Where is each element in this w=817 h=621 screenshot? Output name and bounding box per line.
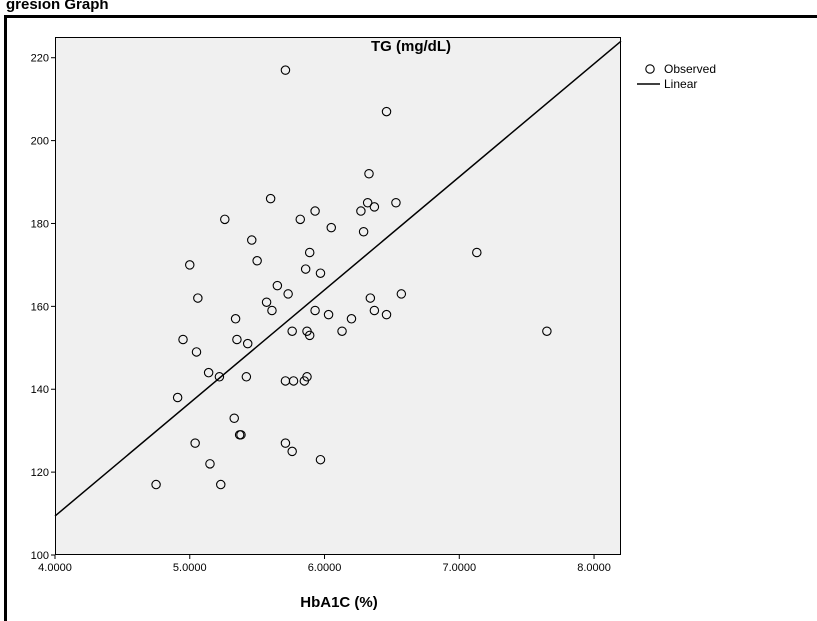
observed-point [369,202,380,212]
y-tick-label: 120 [31,467,49,479]
observed-point [229,413,239,423]
observed-point [300,264,311,274]
observed-point [205,459,215,469]
observed-point [304,330,315,341]
x-tick-label: 5.0000 [173,562,207,574]
legend-observed-label: Observed [664,62,716,76]
observed-point [191,347,202,357]
observed-point [280,438,291,448]
figure-frame-top [4,15,817,18]
observed-point [369,305,380,316]
observed-point [295,214,306,225]
observed-point [190,438,200,448]
y-tick-label: 220 [31,53,49,65]
observed-point [185,260,195,270]
y-tick-label: 200 [31,136,49,148]
observed-point [241,372,252,382]
observed-point [381,309,392,320]
observed-point [396,289,407,299]
x-tick-label: 8.0000 [577,562,611,574]
observed-point [310,206,320,216]
axis-layer: 100 120 140 160 180 200 220 4.0000 5.0000 6.0000 7… [31,53,611,574]
observed-point [542,326,552,336]
observed-point [214,372,225,382]
observed-point [252,256,262,266]
x-axis-label: HbA1C (%) [300,594,378,611]
observed-point [172,392,183,403]
observed-point [356,206,366,216]
observed-point [267,305,277,316]
observed-point [323,309,334,320]
observed-point [391,198,401,208]
observed-point [315,454,326,465]
observed-point [315,268,326,278]
observed-point [381,106,392,117]
observed-point [304,247,315,258]
observed-point [261,297,272,307]
observed-point [365,293,376,303]
observed-point [265,193,276,204]
observed-point [242,338,253,349]
observed-point [216,479,226,490]
observed-point [302,372,312,382]
observed-point [346,314,357,324]
observed-point [287,326,297,336]
observed-point [287,446,297,457]
observed-point [230,314,241,324]
observed-point [288,376,299,386]
series-layer [54,40,622,517]
observed-point [178,334,188,345]
y-tick-label: 140 [31,384,49,396]
observed-point [272,280,283,291]
chart-title: TG (mg/dL) [371,38,451,55]
observed-point [364,169,374,179]
observed-point [220,214,230,225]
observed-point [283,289,293,299]
figure-caption: gresion Graph [6,0,109,13]
observed-point [247,235,257,245]
plot-background [56,38,620,554]
plot-border [55,37,621,555]
observed-point [362,198,373,208]
legend-linear-label: Linear [664,77,697,91]
observed-point [337,326,347,336]
y-tick-label: 180 [31,218,49,230]
observed-point [236,430,246,440]
x-tick-label: 6.0000 [308,562,342,574]
observed-point [151,479,161,490]
observed-point [310,305,320,316]
x-tick-label: 4.0000 [38,562,72,574]
observed-point [232,334,242,345]
y-tick-label: 160 [31,301,49,313]
y-tick-label: 100 [31,550,49,562]
linear-fit-line [54,40,622,517]
observed-point [203,367,214,378]
observed-point [193,293,203,303]
legend-observed-marker [645,64,655,74]
observed-point [472,247,482,258]
observed-point [326,222,337,233]
x-tick-label: 7.0000 [442,562,476,574]
observed-point [280,65,291,75]
observed-point [358,227,369,237]
figure-frame-left [4,15,7,621]
